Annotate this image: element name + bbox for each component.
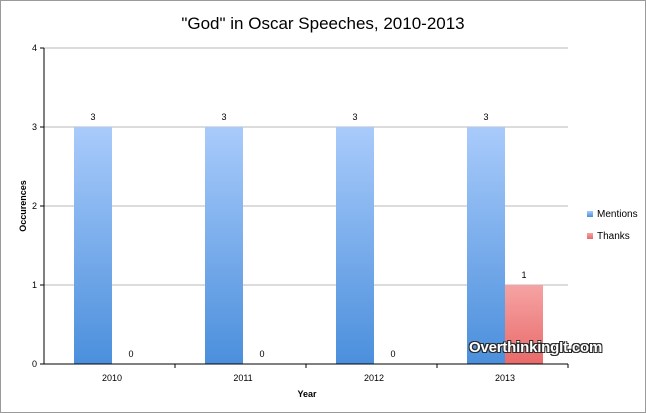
data-label-thanks-2010: 0 — [128, 349, 133, 359]
data-label-mentions-2012: 3 — [352, 112, 357, 122]
x-tick-label-2012: 2012 — [364, 373, 384, 383]
y-tick-label-3: 3 — [32, 122, 37, 132]
chart-legend: Mentions Thanks — [587, 207, 638, 251]
data-label-thanks-2013: 1 — [521, 270, 526, 280]
legend-label-mentions: Mentions — [597, 208, 638, 220]
x-tick-label-2010: 2010 — [102, 373, 122, 383]
legend-swatch-thanks — [587, 233, 593, 239]
data-label-mentions-2013: 3 — [483, 112, 488, 122]
watermark-logo: OverthinkingIt.com — [469, 339, 603, 356]
y-tick-label-4: 4 — [32, 43, 37, 53]
legend-label-thanks: Thanks — [597, 230, 630, 242]
x-tick-label-2011: 2011 — [233, 373, 252, 383]
bar-mentions-2010 — [74, 127, 112, 364]
x-axis-label: Year — [297, 389, 317, 399]
data-label-thanks-2012: 0 — [390, 349, 395, 359]
data-label-thanks-2011: 0 — [259, 349, 264, 359]
data-label-mentions-2010: 3 — [90, 112, 95, 122]
y-axis-label: Occurences — [18, 180, 28, 232]
legend-item-thanks: Thanks — [587, 229, 638, 243]
bar-mentions-2011 — [205, 127, 243, 364]
chart-title: "God" in Oscar Speeches, 2010-2013 — [181, 14, 464, 33]
bar-thanks-2013 — [505, 285, 543, 364]
bar-mentions-2013 — [467, 127, 505, 364]
data-label-mentions-2011: 3 — [221, 112, 226, 122]
y-tick-label-1: 1 — [32, 280, 37, 290]
bar-mentions-2012 — [336, 127, 374, 364]
y-tick-label-2: 2 — [32, 201, 37, 211]
x-tick-label-2013: 2013 — [495, 373, 515, 383]
legend-swatch-mentions — [587, 211, 593, 217]
legend-item-mentions: Mentions — [587, 207, 638, 221]
y-tick-label-0: 0 — [32, 359, 37, 369]
